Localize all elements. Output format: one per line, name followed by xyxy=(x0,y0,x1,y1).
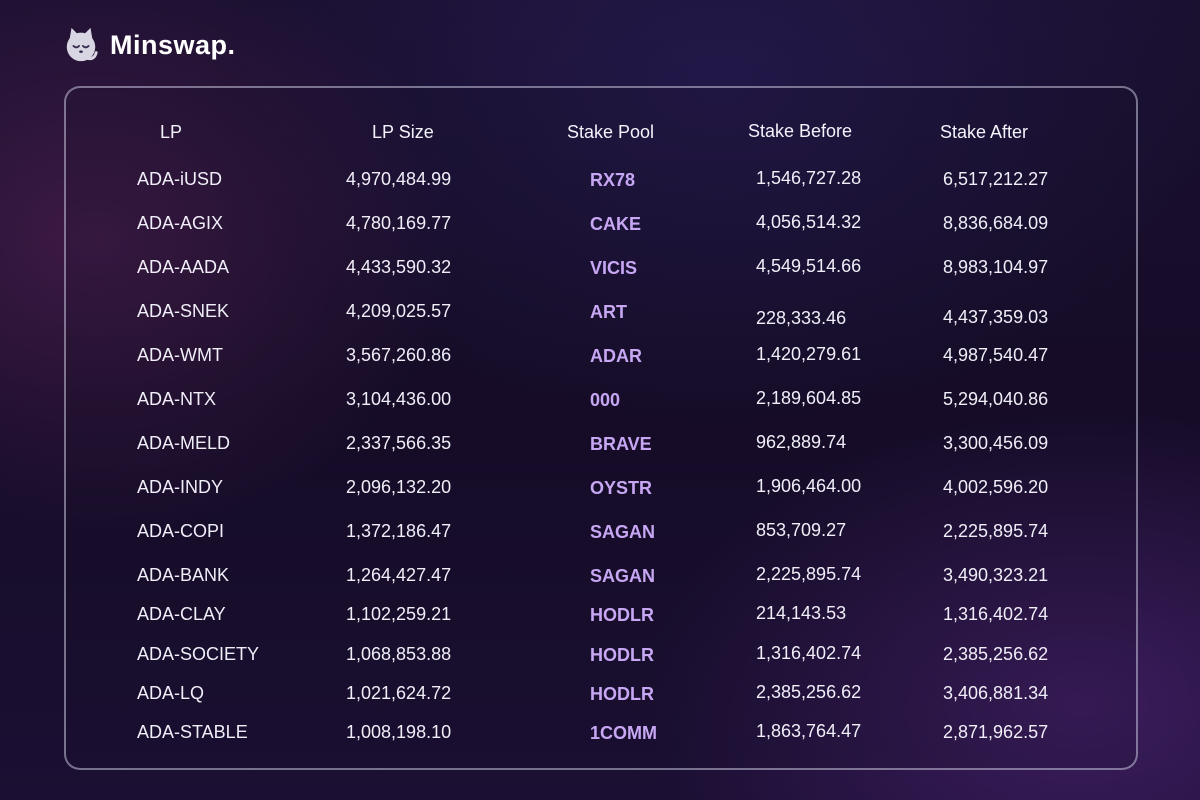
lp-cell: ADA-CLAY xyxy=(137,604,226,624)
stake-after-cell: 5,294,040.86 xyxy=(943,389,1049,409)
lp-size-cell: 3,104,436.00 xyxy=(346,389,452,409)
stake-pool-cell: OYSTR xyxy=(590,478,653,498)
stake-pool-cell: BRAVE xyxy=(590,434,652,454)
stake-after-cell: 2,385,256.62 xyxy=(943,644,1049,664)
stake-after-cell: 3,490,323.21 xyxy=(943,565,1049,585)
stake-pool-cell: CAKE xyxy=(590,214,642,234)
lp-size-cell: 3,567,260.86 xyxy=(346,345,452,365)
lp-cell: ADA-SOCIETY xyxy=(137,644,260,664)
lp-size-cell: 1,021,624.72 xyxy=(346,683,452,703)
stake-pool-cell: HODLR xyxy=(590,605,654,625)
lp-size-cell: 1,264,427.47 xyxy=(346,565,452,585)
stake-pool-cell: HODLR xyxy=(590,645,654,665)
lp-cell: ADA-MELD xyxy=(137,433,231,453)
lp-cell: ADA-SNEK xyxy=(137,301,230,321)
stake-pool-cell: HODLR xyxy=(590,684,654,704)
lp-size-cell: 1,372,186.47 xyxy=(346,521,452,541)
stake-before-cell: 4,549,514.66 xyxy=(756,256,862,276)
stake-pool-cell: 000 xyxy=(590,390,621,410)
stake-before-cell: 2,385,256.62 xyxy=(756,682,862,702)
stake-after-cell: 3,406,881.34 xyxy=(943,683,1049,703)
lp-size-cell: 4,780,169.77 xyxy=(346,213,452,233)
stake-after-cell: 6,517,212.27 xyxy=(943,169,1049,189)
brand-name: Minswap. xyxy=(110,29,236,60)
stake-pool-cell: ART xyxy=(590,302,627,322)
stake-after-cell: 3,300,456.09 xyxy=(943,433,1049,453)
stake-before-cell: 1,546,727.28 xyxy=(756,168,862,188)
column-header-stake-pool: Stake Pool xyxy=(567,122,655,142)
stake-after-cell: 8,836,684.09 xyxy=(943,213,1049,233)
column-header-stake-after: Stake After xyxy=(940,122,1029,142)
stake-before-cell: 4,056,514.32 xyxy=(756,212,862,232)
lp-cell: ADA-INDY xyxy=(137,477,224,497)
stake-before-cell: 2,225,895.74 xyxy=(756,564,862,584)
stake-before-cell: 1,420,279.61 xyxy=(756,344,862,364)
stake-pool-cell: RX78 xyxy=(590,170,636,190)
stake-before-cell: 228,333.46 xyxy=(756,308,847,328)
stake-before-cell: 853,709.27 xyxy=(756,520,847,540)
lp-size-cell: 2,337,566.35 xyxy=(346,433,452,453)
stake-after-cell: 2,871,962.57 xyxy=(943,722,1049,742)
stake-before-cell: 2,189,604.85 xyxy=(756,388,862,408)
stake-after-cell: 4,437,359.03 xyxy=(943,307,1049,327)
cat-icon xyxy=(66,27,98,62)
lp-cell: ADA-COPI xyxy=(137,521,225,541)
lp-cell: ADA-WMT xyxy=(137,345,223,365)
stake-before-cell: 962,889.74 xyxy=(756,432,847,452)
lp-size-cell: 4,970,484.99 xyxy=(346,169,452,189)
lp-size-cell: 1,102,259.21 xyxy=(346,604,452,624)
lp-cell: ADA-STABLE xyxy=(137,722,248,742)
lp-cell: ADA-NTX xyxy=(137,389,217,409)
stake-before-cell: 214,143.53 xyxy=(756,603,847,623)
stake-pool-cell: VICIS xyxy=(590,258,638,278)
stake-after-cell: 2,225,895.74 xyxy=(943,521,1049,541)
stake-pool-cell: SAGAN xyxy=(590,522,656,542)
lp-cell: ADA-iUSD xyxy=(137,169,223,189)
stake-after-cell: 8,983,104.97 xyxy=(943,257,1049,277)
column-header-lp: LP xyxy=(160,122,183,142)
lp-size-cell: 4,433,590.32 xyxy=(346,257,452,277)
stake-pool-cell: 1COMM xyxy=(590,723,657,743)
column-header-lp-size: LP Size xyxy=(372,122,434,142)
stake-pool-cell: ADAR xyxy=(590,346,642,366)
lp-size-cell: 4,209,025.57 xyxy=(346,301,452,321)
stake-before-cell: 1,863,764.47 xyxy=(756,721,862,741)
lp-cell: ADA-AADA xyxy=(137,257,230,277)
stake-after-cell: 4,987,540.47 xyxy=(943,345,1049,365)
stake-after-cell: 4,002,596.20 xyxy=(943,477,1049,497)
brand-logo: Minswap. xyxy=(62,26,236,64)
lp-cell: ADA-BANK xyxy=(137,565,230,585)
lp-size-cell: 2,096,132.20 xyxy=(346,477,452,497)
stake-pool-cell: SAGAN xyxy=(590,566,656,586)
lp-cell: ADA-AGIX xyxy=(137,213,224,233)
stake-after-cell: 1,316,402.74 xyxy=(943,604,1049,624)
stake-table-panel xyxy=(64,86,1138,770)
column-header-stake-before: Stake Before xyxy=(748,121,853,141)
stake-before-cell: 1,316,402.74 xyxy=(756,643,862,663)
lp-size-cell: 1,008,198.10 xyxy=(346,722,452,742)
lp-cell: ADA-LQ xyxy=(137,683,205,703)
lp-size-cell: 1,068,853.88 xyxy=(346,644,452,664)
stake-before-cell: 1,906,464.00 xyxy=(756,476,862,496)
